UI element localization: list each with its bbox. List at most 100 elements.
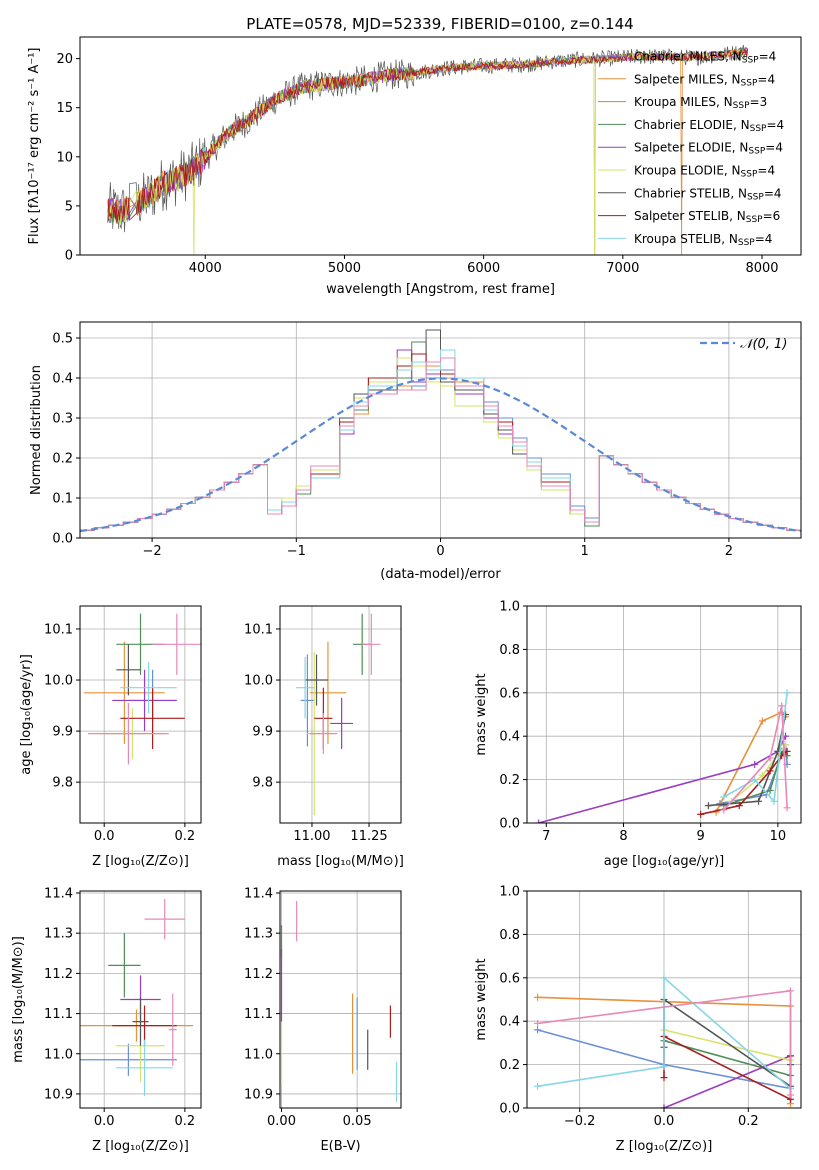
y-tick-label: 0.2 — [52, 452, 73, 467]
x-tick-label: 0.2 — [175, 1114, 196, 1129]
x-tick-label: 11.00 — [293, 829, 330, 844]
legend-entry: Salpeter ELODIE, NSSP=4 — [634, 141, 783, 157]
x-axis-label: Z [log₁₀(Z/Z⊙)] — [616, 1139, 713, 1154]
y-axis-label: mass [log₁₀(M/M⊙)] — [11, 936, 26, 1063]
weight-line — [663, 1055, 791, 1108]
y-tick-label: 1.0 — [499, 885, 520, 900]
y-tick-label: 11.4 — [244, 887, 273, 902]
x-tick-label: −2 — [143, 544, 162, 559]
x-axis-label: age [log₁₀(age/yr)] — [604, 854, 725, 869]
y-tick-label: 11.1 — [244, 1007, 273, 1022]
y-tick-label: 0.4 — [499, 730, 520, 745]
y-tick-label: 0.4 — [499, 1015, 520, 1030]
y-tick-label: 11.0 — [44, 1047, 73, 1062]
y-axis-label: age [log₁₀(age/yr)] — [19, 654, 34, 775]
legend-entry: Kroupa ELODIE, NSSP=4 — [634, 164, 775, 180]
y-tick-label: 0.2 — [499, 773, 520, 788]
panel-residuals: −2 −1 0 1 2 0.0 0.1 0.2 0.3 0.4 0.5 (data-model)/er… — [29, 321, 802, 582]
axes-frame — [526, 605, 802, 824]
x-tick-label: 7 — [542, 829, 550, 844]
x-tick-label: 4000 — [189, 261, 222, 276]
plot-area — [535, 689, 791, 823]
y-tick-label: 0.3 — [52, 412, 73, 427]
y-axis-label: Normed distribution — [29, 365, 44, 495]
legend-entry: Kroupa MILES, NSSP=3 — [634, 95, 767, 111]
panel-weight_vs_age: 7 8 9 10 0.0 0.2 0.4 0.6 0.8 1.0 age [log₁₀(age/yr… — [474, 600, 802, 869]
legend-entry: Chabrier MILES, NSSP=4 — [634, 50, 776, 66]
weight-line — [708, 714, 787, 807]
plot-area — [107, 44, 748, 255]
weight-line — [537, 976, 792, 1090]
x-tick-label: 8000 — [745, 261, 778, 276]
y-tick-label: 9.8 — [252, 776, 273, 791]
x-tick-label: 0.0 — [94, 1114, 115, 1129]
y-tick-label: 11.2 — [244, 967, 273, 982]
axes-frame — [279, 605, 402, 824]
y-axis-label: Flux [fλ10⁻¹⁷ erg cm⁻² s⁻¹ A⁻¹] — [27, 48, 42, 245]
y-tick-label: 11.3 — [244, 927, 273, 942]
spectrum-line-7 — [107, 48, 748, 224]
y-tick-label: 20 — [56, 52, 73, 67]
legend-entry: Chabrier STELIB, NSSP=4 — [634, 186, 782, 202]
axes-frame — [79, 605, 202, 824]
panel-spectrum: 4000 5000 6000 7000 8000 0 5 10 15 20 wavelength [… — [27, 36, 802, 297]
y-tick-label: 11.4 — [44, 887, 73, 902]
panel-age_vs_Z: 0.0 0.2 9.8 9.9 10.0 10.1 Z [log₁₀(Z/Z⊙)] age [… — [19, 605, 202, 869]
y-tick-label: 11.3 — [44, 927, 73, 942]
legend-entry: Salpeter STELIB, NSSP=6 — [634, 209, 780, 225]
y-tick-label: 10.0 — [244, 674, 273, 689]
x-tick-label: 11.25 — [350, 829, 387, 844]
y-tick-label: 9.9 — [252, 725, 273, 740]
x-tick-label: 0.0 — [654, 1114, 675, 1129]
x-tick-label: 0.00 — [267, 1114, 296, 1129]
gaussian-curve — [80, 377, 801, 533]
weight-line — [663, 997, 792, 1088]
legend-entry: Chabrier ELODIE, NSSP=4 — [634, 118, 784, 134]
plot-area — [84, 613, 201, 765]
x-tick-label: −0.2 — [564, 1114, 596, 1129]
y-tick-label: 0.8 — [499, 643, 520, 658]
x-tick-label: 0.2 — [738, 1114, 759, 1129]
y-tick-label: 0.5 — [52, 332, 73, 347]
y-tick-label: 15 — [56, 101, 73, 116]
x-tick-label: 0 — [436, 544, 444, 559]
y-tick-label: 10.0 — [44, 674, 73, 689]
x-axis-label: Z [log₁₀(Z/Z⊙)] — [92, 1139, 189, 1154]
x-tick-label: −1 — [287, 544, 306, 559]
y-tick-label: 10.9 — [44, 1087, 73, 1102]
y-tick-label: 11.1 — [44, 1007, 73, 1022]
x-tick-label: 0.05 — [343, 1114, 372, 1129]
legend-entry: Kroupa STELIB, NSSP=4 — [634, 232, 772, 248]
plot-area — [534, 974, 794, 1108]
x-tick-label: 0.2 — [175, 829, 196, 844]
y-tick-label: 0.6 — [499, 686, 520, 701]
y-tick-label: 1.0 — [499, 600, 520, 615]
figure-title: PLATE=0578, MJD=52339, FIBERID=0100, z=0… — [246, 15, 633, 33]
x-axis-label: E(B-V) — [320, 1139, 360, 1154]
y-axis-label: mass weight — [474, 958, 489, 1040]
y-tick-label: 0.6 — [499, 971, 520, 986]
weight-line — [723, 705, 788, 811]
y-tick-label: 0.0 — [499, 1102, 520, 1117]
y-tick-label: 0.2 — [499, 1058, 520, 1073]
x-axis-label: wavelength [Angstrom, rest frame] — [326, 282, 555, 297]
x-axis-label: mass [log₁₀(M/M⊙)] — [277, 854, 404, 869]
axes-frame — [79, 36, 802, 256]
x-axis-label: (data-model)/error — [380, 567, 501, 582]
y-tick-label: 10 — [56, 150, 73, 165]
panel-weight_vs_Z: −0.2 0.0 0.2 0.0 0.2 0.4 0.6 0.8 1.0 Z [log₁₀(Z/Z… — [474, 885, 802, 1154]
panel-mass_vs_ebv: 0.00 0.05 10.9 11.0 11.1 11.2 11.3 11.4 E(B-V) — [244, 887, 402, 1154]
weight-line — [723, 692, 788, 804]
y-tick-label: 5 — [65, 199, 73, 214]
y-tick-label: 0 — [65, 249, 73, 264]
x-tick-label: 10 — [770, 829, 787, 844]
plot-area — [295, 613, 381, 816]
y-tick-label: 0.0 — [499, 817, 520, 832]
x-tick-label: 5000 — [328, 261, 361, 276]
x-tick-label: 6000 — [467, 261, 500, 276]
x-tick-label: 9 — [697, 829, 705, 844]
y-tick-label: 11.0 — [244, 1047, 273, 1062]
axes-frame — [279, 890, 402, 1109]
panel-age_vs_mass: 11.00 11.25 9.8 9.9 10.0 10.1 mass [log₁₀(M/M⊙… — [244, 605, 404, 869]
